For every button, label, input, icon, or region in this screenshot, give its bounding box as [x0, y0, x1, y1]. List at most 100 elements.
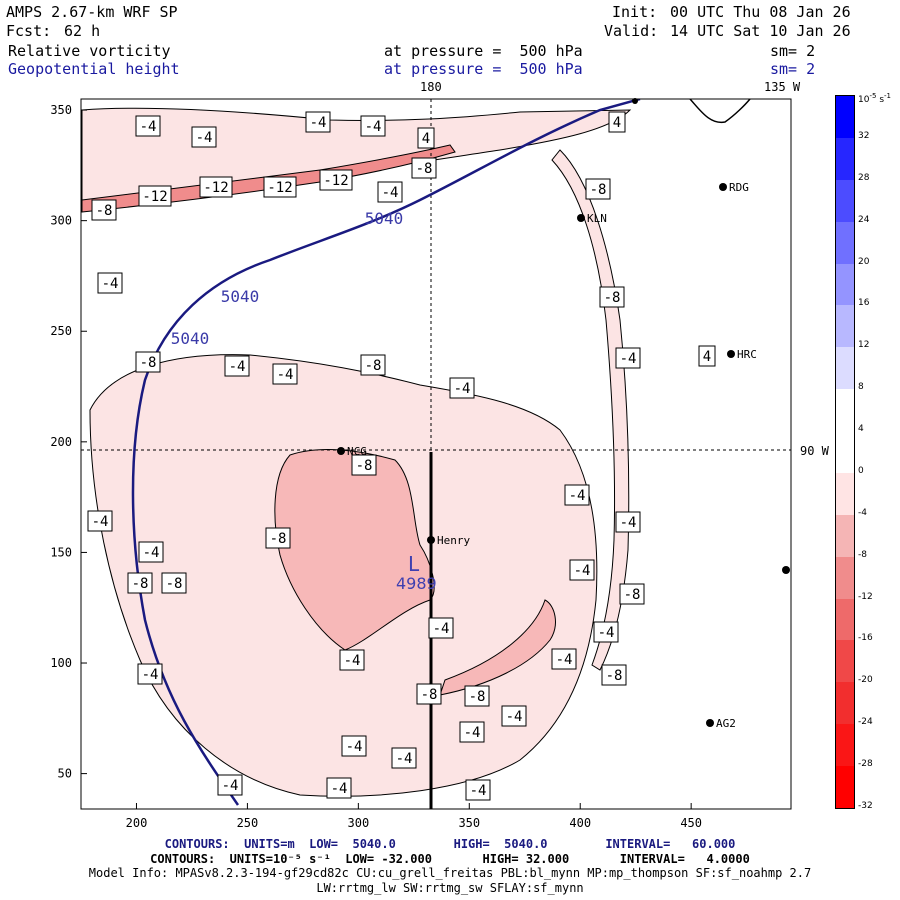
vorticity-label: -8	[356, 458, 373, 474]
station-label: RDG	[729, 181, 749, 194]
colorbar-swatch	[836, 724, 854, 767]
vorticity-label: -4	[574, 563, 591, 579]
vorticity-label-box	[319, 169, 353, 191]
colorbar-swatch	[836, 431, 854, 474]
colorbar-swatch	[836, 640, 854, 683]
edge-marker	[782, 566, 790, 574]
vorticity-label-box	[465, 779, 491, 801]
vorticity-label: -4	[556, 652, 573, 668]
vorticity-label: -8	[365, 358, 382, 374]
vorticity-label: -12	[142, 189, 167, 205]
vorticity-label-box	[411, 157, 437, 179]
init-value: 00 UTC Thu 08 Jan 26	[670, 3, 851, 21]
colorbar-tick-label: -16	[858, 633, 873, 644]
footer-height-contours: CONTOURS: UNITS=m LOW= 5040.0 HIGH= 5040…	[164, 837, 736, 851]
y-tick-label: 250	[50, 324, 72, 338]
vorticity-label-box	[305, 111, 331, 133]
vorticity-label-box	[351, 454, 377, 476]
vorticity-label: -4	[506, 709, 523, 725]
colorbar-swatch	[836, 96, 854, 139]
vorticity-label: -4	[142, 667, 159, 683]
coastline-north	[689, 99, 751, 124]
station-label: NCG	[347, 445, 367, 458]
vorticity-label-box	[615, 511, 641, 533]
vorticity-label: -4	[143, 545, 160, 561]
colorbar-swatch	[836, 221, 854, 265]
vorticity-label-box	[417, 127, 435, 149]
vorticity-label: -4	[102, 276, 119, 292]
vorticity-label: -12	[267, 180, 292, 196]
vorticity-label: 4	[422, 131, 430, 147]
colorbar-swatch	[836, 472, 854, 516]
station-marker	[727, 350, 735, 358]
vorticity-label: -4	[382, 185, 399, 201]
vorticity-label-box	[608, 111, 626, 133]
vorticity-label-box	[135, 351, 161, 373]
meridian-180-label: 180	[420, 80, 442, 94]
geopotential-5040-contour	[131, 99, 641, 806]
colorbar-tick-label: -8	[858, 549, 867, 560]
vorticity-label-box	[138, 541, 164, 563]
vorticity-label-box	[564, 484, 590, 506]
vorticity-label: -8	[469, 689, 486, 705]
model-title: AMPS 2.67-km WRF SP	[6, 3, 178, 21]
vorticity-label-box	[97, 272, 123, 294]
vorticity-label-box	[87, 510, 113, 532]
colorbar-swatch	[836, 682, 854, 725]
low-center-symbol: L	[408, 552, 420, 576]
height-contour-label: 5040	[171, 329, 210, 348]
colorbar-tick-label: 24	[858, 214, 870, 225]
vorticity-label: 4	[703, 349, 711, 365]
colorbar-tick-label: 28	[858, 172, 870, 183]
edge-marker	[632, 98, 638, 104]
field1-smoothing: sm= 2	[770, 42, 816, 60]
y-axis-ticks: 50 100 150 200 250 300 350	[50, 103, 87, 781]
vorticity-label: -4	[222, 778, 239, 794]
vorticity-label: -4	[598, 625, 615, 641]
vorticity-label-box	[569, 559, 595, 581]
vorticity-label: -8	[96, 203, 113, 219]
forecast-value: 62 h	[64, 22, 101, 40]
colorbar-tick-label: -4	[858, 507, 867, 518]
y-tick-label: 200	[50, 435, 72, 449]
vorticity-label-box	[619, 583, 645, 605]
footer-model-info: Model Info: MPASv8.2.3-194-gf29cd82c CU:…	[88, 866, 812, 880]
colorbar-tick-label: -20	[858, 675, 873, 686]
vorticity-label-box	[464, 685, 490, 707]
vorticity-label-box	[593, 621, 619, 643]
height-contour-label: 5040	[221, 287, 260, 306]
field1-name: Relative vorticity	[8, 42, 171, 60]
vorticity-label: -4	[433, 621, 450, 637]
colorbar-swatch	[836, 389, 854, 432]
vorticity-label-box	[615, 347, 641, 369]
station-markers: RDG KLN HRC NCG Henry AG2	[337, 98, 790, 730]
vorticity-region-neg8-core	[274, 449, 435, 651]
station-label: KLN	[587, 212, 607, 225]
colorbar-tick-label: 20	[858, 256, 870, 267]
colorbar-swatch	[836, 766, 854, 809]
colorbar-swatch	[836, 305, 854, 348]
x-tick-label: 250	[237, 816, 259, 830]
field1-level: at pressure = 500 hPa	[384, 42, 583, 60]
colorbar-swatch	[836, 137, 854, 181]
colorbar-tick-label: 8	[858, 382, 864, 393]
vorticity-label: -4	[140, 119, 157, 135]
vorticity-label-box	[263, 176, 297, 198]
vorticity-label-box	[585, 178, 611, 200]
vorticity-label: -8	[166, 576, 183, 592]
meridian-90w-label: 90 W	[800, 444, 829, 458]
colorbar-tick-label: -28	[858, 759, 873, 770]
vorticity-label: -8	[590, 182, 607, 198]
vorticity-label-box	[428, 617, 454, 639]
y-tick-label: 300	[50, 214, 72, 228]
vorticity-label: -4	[620, 515, 637, 531]
vorticity-label: -4	[92, 514, 109, 530]
vorticity-label-box	[272, 363, 298, 385]
field2-name: Geopotential height	[8, 60, 180, 78]
colorbar-swatch	[836, 514, 854, 558]
vorticity-label-box	[137, 663, 163, 685]
colorbar-tick-label: -24	[858, 717, 873, 728]
vorticity-label: -4	[331, 781, 348, 797]
station-marker	[577, 214, 585, 222]
x-tick-label: 350	[458, 816, 480, 830]
